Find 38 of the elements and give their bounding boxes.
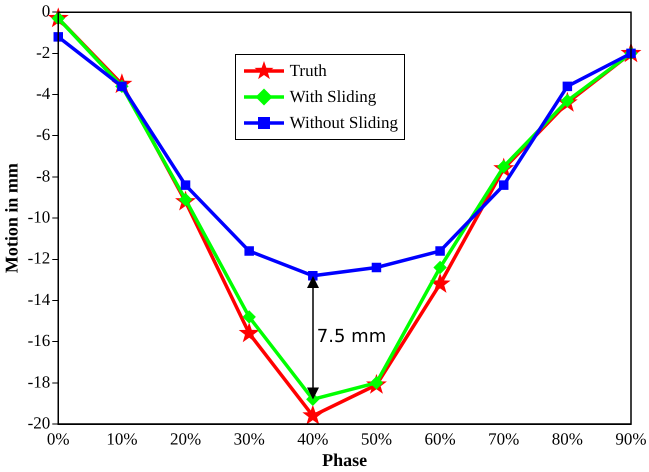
y-tick-label: -2 [36,42,50,62]
y-tick-label: -12 [28,248,50,268]
point [302,404,324,425]
legend-label: With Sliding [290,87,376,108]
point [435,246,445,256]
x-tick-label: 40% [297,430,328,449]
y-tick-label: -10 [28,208,50,227]
x-tick-label: 70% [488,430,520,449]
legend-label: Without Sliding [290,113,398,134]
x-tick-label: 80% [552,430,583,449]
point [498,180,508,190]
y-tick-label: -20 [28,413,50,432]
x-tick-label: 60% [424,430,456,449]
x-tick-label: 0% [46,430,70,449]
y-axis-title: Motion in mm [1,163,22,274]
x-tick-label: 30% [234,430,265,449]
point [180,180,190,190]
x-axis-title: Phase [322,450,368,470]
y-tick-label: -4 [36,84,51,104]
point [242,310,256,324]
y-tick-label: -14 [28,290,51,309]
y-tick-label: -6 [36,125,50,144]
y-tick-label: -8 [36,166,50,186]
y-tick-label: 0 [42,2,50,21]
point [562,82,572,92]
y-tick-label: -16 [28,331,50,350]
point [238,322,260,342]
x-tick-label: 50% [360,430,392,449]
y-tick-label: -18 [28,372,50,392]
point [372,262,382,272]
x-tick-label: 10% [106,430,138,449]
legend-label: Truth [290,61,327,82]
annotation: 7.5 mm [316,326,386,348]
point [434,261,447,274]
x-tick-label: 90% [615,430,647,449]
point [430,272,451,293]
x-tick-label: 20% [170,430,202,449]
point [244,246,254,256]
